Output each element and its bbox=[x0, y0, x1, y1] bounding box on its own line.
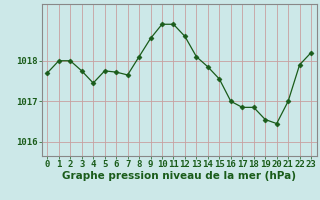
X-axis label: Graphe pression niveau de la mer (hPa): Graphe pression niveau de la mer (hPa) bbox=[62, 171, 296, 181]
